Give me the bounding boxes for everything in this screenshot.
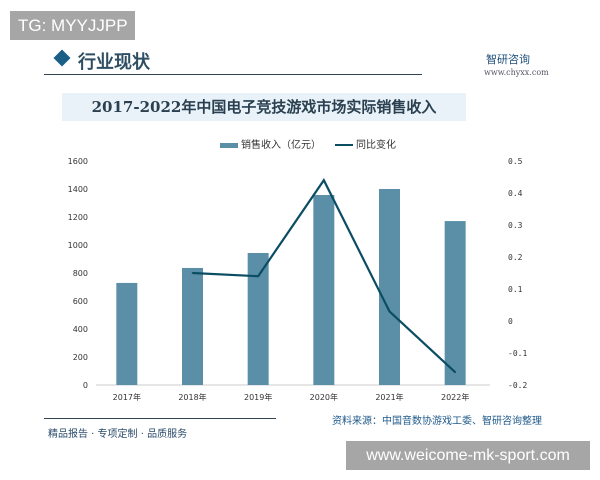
brand-url: www.chyxx.com [484, 68, 549, 77]
y2-tick-label: 0 [508, 317, 513, 326]
legend-bar-swatch [220, 142, 238, 148]
y2-tick-label: 0.3 [508, 221, 523, 230]
x-tick-label: 2017年 [113, 392, 141, 402]
x-tick-label: 2019年 [244, 392, 272, 402]
y-tick-label: 1000 [68, 241, 88, 250]
x-tick-label: 2021年 [375, 392, 403, 402]
y-tick-label: 1200 [68, 213, 88, 222]
bar-2020年 [313, 195, 335, 385]
y2-tick-label: 0.2 [508, 253, 523, 262]
bar-2019年 [247, 252, 269, 385]
brand-logo: 智研咨询 [486, 53, 530, 66]
section-title: 行业现状 [78, 52, 150, 73]
watermark-top: TG: MYYJJPP [10, 11, 135, 40]
line-point-2019年 [257, 275, 259, 278]
legend-bar-label: 销售收入（亿元） [241, 140, 321, 151]
y-tick-label: 600 [73, 297, 88, 306]
bar-2017年 [116, 282, 138, 385]
y-tick-label: 1400 [68, 185, 88, 194]
bar-2021年 [379, 189, 400, 385]
footer-slogan: 精品报告 · 专项定制 · 品质服务 [48, 429, 188, 440]
y2-tick-label: -0.2 [508, 381, 527, 390]
y-tick-label: 800 [73, 269, 88, 278]
line-point-2020年 [323, 179, 325, 181]
watermark-bottom: www.weicome-mk-sport.com [346, 441, 590, 470]
bar-2022年 [444, 221, 466, 385]
y-tick-label: 200 [73, 353, 88, 362]
footer-divider [44, 418, 276, 419]
y2-tick-label: 0.4 [508, 189, 523, 198]
chart-title: 2017-2022年中国电子竞技游戏市场实际销售收入 [62, 93, 466, 121]
header-divider [44, 74, 422, 75]
y-tick-label: 400 [73, 325, 88, 334]
line-point-2022年 [454, 371, 456, 374]
source-note: 资料来源：中国音数协游戏工委、智研咨询整理 [332, 416, 542, 427]
legend-bar: 销售收入（亿元） [220, 136, 321, 151]
line-point-2018年 [191, 272, 194, 274]
legend-line-label: 同比变化 [356, 140, 396, 151]
legend-line-swatch [335, 144, 353, 146]
y-tick-label: 0 [83, 381, 88, 390]
y2-tick-label: -0.1 [508, 349, 527, 358]
y-tick-label: 1600 [68, 157, 88, 166]
legend-line: 同比变化 [335, 136, 396, 151]
x-tick-label: 2020年 [310, 392, 338, 402]
legend: 销售收入（亿元） 同比变化 [220, 136, 396, 151]
bar-2018年 [182, 267, 203, 385]
y2-tick-label: 0.1 [508, 285, 523, 294]
x-tick-label: 2018年 [178, 392, 206, 402]
x-tick-label: 2022年 [441, 392, 469, 402]
y2-tick-label: 0.5 [508, 157, 523, 166]
line-point-2021年 [388, 310, 391, 313]
